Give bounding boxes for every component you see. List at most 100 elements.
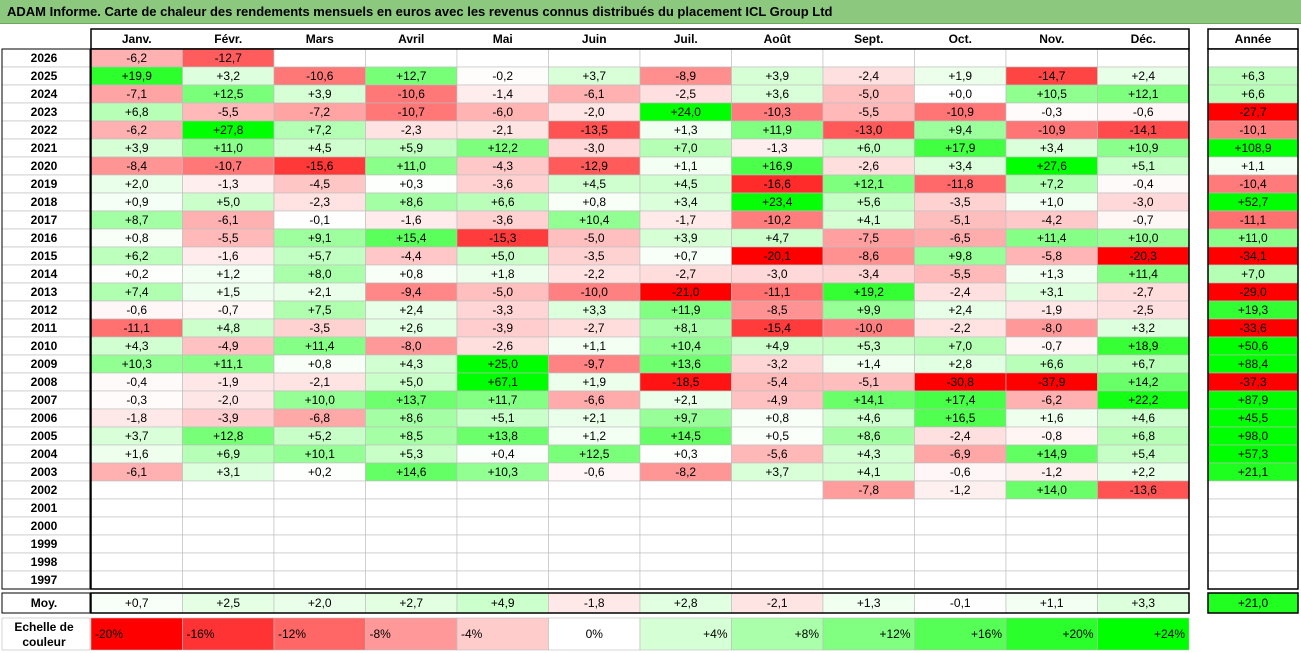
heat-cell — [456, 552, 549, 572]
heat-value: -8,6 — [858, 249, 879, 263]
heat-value: +4,6 — [1131, 411, 1155, 425]
annual-value: -27,7 — [1239, 105, 1267, 119]
heat-value: -0,3 — [126, 393, 147, 407]
heat-cell — [182, 498, 275, 518]
heat-value: -4,9 — [767, 393, 788, 407]
heat-value: -15,3 — [489, 231, 517, 245]
heat-value: +0,5 — [765, 429, 789, 443]
scale-tick-label: +24% — [1154, 627, 1185, 641]
avg-value: +0,7 — [125, 596, 149, 610]
heat-value: +6,8 — [125, 105, 149, 119]
heat-value: -9,7 — [584, 357, 605, 371]
heat-value: +1,6 — [1040, 411, 1064, 425]
heat-value: +22,2 — [1128, 393, 1159, 407]
heat-value: -5,0 — [858, 87, 879, 101]
heat-value: -3,0 — [767, 267, 788, 281]
heat-value: +3,3 — [582, 303, 606, 317]
heat-cell — [639, 570, 732, 590]
heat-value: +5,0 — [399, 375, 423, 389]
heat-value: +1,5 — [216, 285, 240, 299]
heat-value: +0,2 — [125, 267, 149, 281]
annual-value: +45,5 — [1238, 411, 1269, 425]
heat-value: +10,0 — [305, 393, 336, 407]
heat-value: -1,9 — [218, 375, 239, 389]
annual-cell — [1207, 516, 1299, 536]
scale-swatch — [456, 617, 549, 651]
heat-cell — [182, 516, 275, 536]
year-label: 2007 — [31, 393, 58, 407]
heat-value: +1,0 — [1040, 195, 1064, 209]
heat-value: -1,3 — [218, 177, 239, 191]
heat-cell — [273, 498, 366, 518]
annual-cell — [1207, 534, 1299, 554]
heat-value: -10,7 — [215, 159, 243, 173]
avg-value: -0,1 — [950, 596, 971, 610]
heat-value: +3,1 — [1040, 285, 1064, 299]
heat-value: -7,2 — [309, 105, 330, 119]
heat-value: +25,0 — [488, 357, 519, 371]
heat-cell — [548, 516, 641, 536]
heat-value: +10,4 — [671, 339, 702, 353]
heat-value: -5,5 — [858, 105, 879, 119]
annual-header: Année — [1235, 32, 1272, 46]
year-column-border — [1, 48, 91, 590]
heat-value: +3,9 — [125, 141, 149, 155]
heat-value: +3,7 — [125, 429, 149, 443]
heat-cell — [182, 570, 275, 590]
avg-label: Moy. — [31, 596, 57, 610]
heat-cell — [1005, 48, 1098, 68]
heat-value: +8,5 — [399, 429, 423, 443]
heat-value: -1,4 — [492, 87, 513, 101]
heat-value: -1,7 — [675, 213, 696, 227]
heat-value: -12,7 — [215, 51, 243, 65]
heat-value: +14,6 — [396, 465, 427, 479]
annual-cell — [1207, 48, 1299, 68]
heat-value: +3,4 — [1040, 141, 1064, 155]
heat-value: -3,9 — [492, 321, 513, 335]
year-label: 2001 — [31, 501, 58, 515]
heat-cell — [365, 552, 458, 572]
heat-value: -13,6 — [1130, 483, 1158, 497]
heat-value: -6,1 — [218, 213, 239, 227]
heat-value: -9,4 — [401, 285, 422, 299]
heat-value: +1,1 — [674, 159, 698, 173]
heat-cell — [1097, 534, 1190, 554]
heat-value: +19,9 — [122, 69, 153, 83]
heat-value: +1,9 — [948, 69, 972, 83]
annual-value: -11,1 — [1240, 213, 1267, 227]
heat-value: +1,3 — [674, 123, 698, 137]
heat-cell — [90, 570, 183, 590]
heat-value: -0,4 — [1133, 177, 1154, 191]
year-label: 2024 — [31, 87, 58, 101]
heat-value: -5,1 — [950, 213, 971, 227]
heat-value: -6,6 — [584, 393, 605, 407]
heat-value: -1,6 — [401, 213, 422, 227]
heat-cell — [456, 498, 549, 518]
heat-value: -8,9 — [675, 69, 696, 83]
heat-value: -1,9 — [1041, 303, 1062, 317]
heat-cell — [1005, 570, 1098, 590]
year-label: 2006 — [31, 411, 58, 425]
heat-value: -1,2 — [1041, 465, 1062, 479]
heat-value: +6,7 — [1131, 357, 1155, 371]
heat-value: -8,0 — [1041, 321, 1062, 335]
heat-value: -6,2 — [126, 123, 147, 137]
heat-value: -5,0 — [584, 231, 605, 245]
heat-cell — [914, 498, 1007, 518]
heat-cell — [90, 552, 183, 572]
heat-value: -14,7 — [1038, 69, 1066, 83]
heat-cell — [731, 516, 824, 536]
year-label: 2019 — [31, 177, 58, 191]
heat-value: -3,6 — [492, 213, 513, 227]
heat-value: +7,5 — [308, 303, 332, 317]
heat-value: +0,8 — [765, 411, 789, 425]
heat-value: -21,0 — [672, 285, 700, 299]
heat-value: -2,3 — [309, 195, 330, 209]
heat-value: -2,1 — [309, 375, 330, 389]
heat-value: -8,4 — [126, 159, 147, 173]
avg-value: +1,1 — [1040, 596, 1064, 610]
heat-value: +4,3 — [125, 339, 149, 353]
heat-value: -2,4 — [858, 69, 879, 83]
heat-value: -4,9 — [218, 339, 239, 353]
heat-value: +0,8 — [399, 267, 423, 281]
